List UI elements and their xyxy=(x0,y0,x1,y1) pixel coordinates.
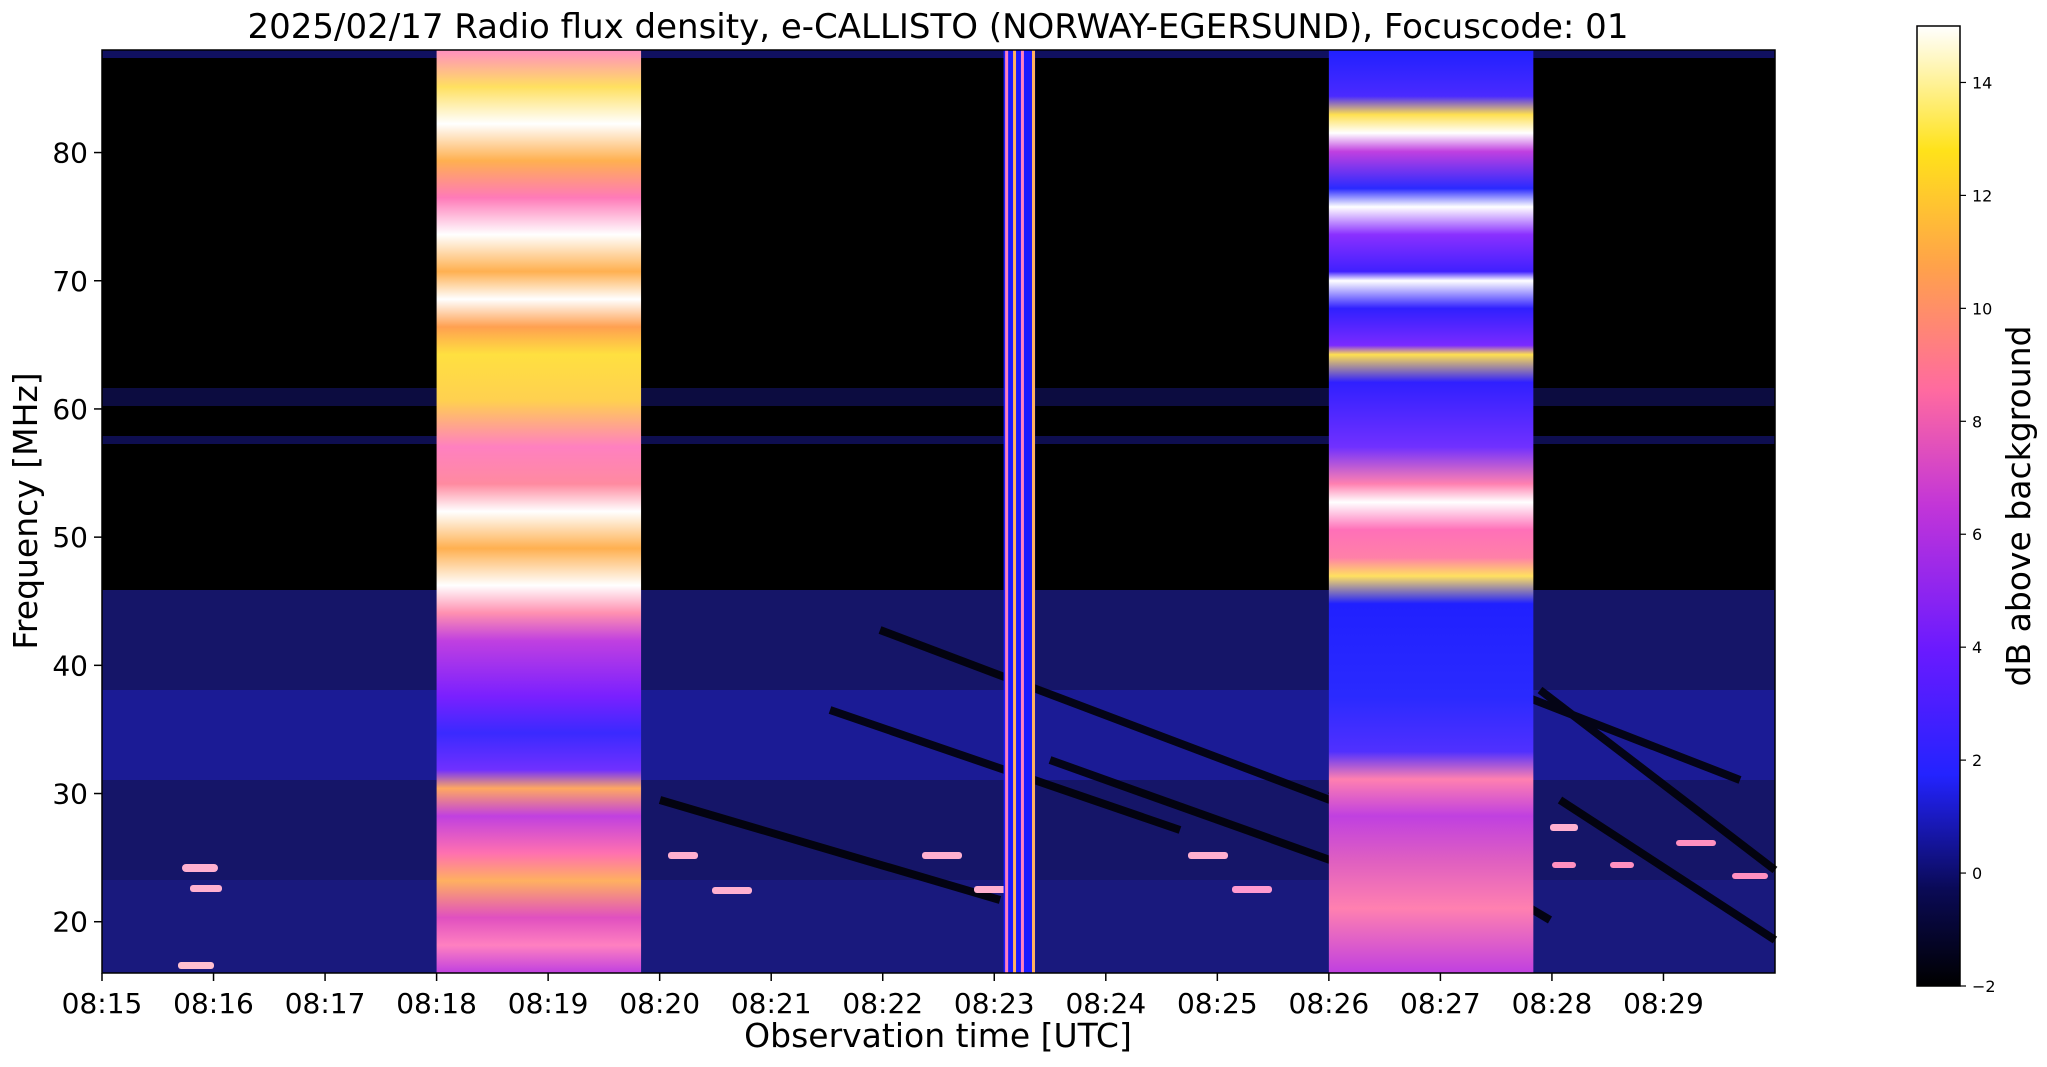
bright-patch xyxy=(1610,862,1634,868)
bright-patch xyxy=(1732,873,1768,879)
spectrogram-plot-area xyxy=(101,49,1778,974)
x-axis-label: Observation time [UTC] xyxy=(744,1016,1132,1055)
plot-frame xyxy=(101,49,1776,974)
bright-patch xyxy=(182,864,218,872)
y-tick-label: 60 xyxy=(52,393,88,426)
x-axis-ticks: 08:15 08:16 08:17 08:18 08:19 08:20 08:21 08:22… xyxy=(62,973,1704,1020)
colorbar-tick-label: 12 xyxy=(1972,186,1992,205)
bright-patch xyxy=(1232,886,1272,893)
y-tick-label: 70 xyxy=(52,265,88,298)
colorbar-tick-label: 2 xyxy=(1972,751,1982,770)
bright-patch xyxy=(712,887,752,894)
x-tick-label: 08:29 xyxy=(1623,987,1704,1020)
x-tick-label: 08:28 xyxy=(1512,987,1593,1020)
bright-patch xyxy=(178,962,214,969)
drift-streak xyxy=(1537,686,1778,874)
x-tick-label: 08:16 xyxy=(173,987,254,1020)
fifty-seven-mhz-faint-band xyxy=(102,436,1775,444)
bright-patch xyxy=(1188,852,1228,859)
x-tick-label: 08:18 xyxy=(396,987,477,1020)
x-tick-label: 08:27 xyxy=(1400,987,1481,1020)
drift-streak xyxy=(878,626,1332,804)
top-edge-band xyxy=(102,50,1775,58)
colorbar: −2 0 2 4 6 8 10 12 14 dB above background xyxy=(1916,25,2038,996)
x-tick-label: 08:20 xyxy=(619,987,700,1020)
chart-title: 2025/02/17 Radio flux density, e-CALLIST… xyxy=(248,7,1629,47)
x-tick-label: 08:19 xyxy=(508,987,589,1020)
colorbar-tick-label: 0 xyxy=(1972,864,1982,883)
bright-patch xyxy=(1676,840,1716,846)
burst-stripe xyxy=(1005,50,1009,973)
x-tick-label: 08:17 xyxy=(285,987,366,1020)
y-axis-label: Frequency [MHz] xyxy=(6,372,45,649)
burst-stripe xyxy=(1032,50,1036,973)
bright-patch xyxy=(668,852,698,859)
colorbar-tick-label: 14 xyxy=(1972,73,1992,92)
bright-patches xyxy=(178,824,1768,969)
drift-streak xyxy=(658,796,1002,904)
x-tick-label: 08:21 xyxy=(731,987,812,1020)
radio-burst-band xyxy=(436,50,642,973)
radio-burst-band xyxy=(1328,50,1534,973)
y-tick-label: 50 xyxy=(52,521,88,554)
burst-stripe xyxy=(1013,50,1017,973)
radio-burst-narrow xyxy=(1003,50,1036,973)
bright-patch xyxy=(190,885,222,892)
x-tick-label: 08:25 xyxy=(1177,987,1258,1020)
x-tick-label: 08:23 xyxy=(954,987,1035,1020)
bright-patch xyxy=(1552,862,1576,868)
drift-streak xyxy=(1557,796,1778,944)
colorbar-gradient xyxy=(1916,25,1961,987)
burst-stripe xyxy=(1020,50,1024,973)
colorbar-ticks: −2 0 2 4 6 8 10 12 14 xyxy=(1960,73,1996,996)
y-axis-ticks: 20 30 40 50 60 70 80 xyxy=(52,137,102,939)
colorbar-tick-label: 10 xyxy=(1972,299,1992,318)
bright-patch xyxy=(922,852,962,859)
x-tick-label: 08:26 xyxy=(1289,987,1370,1020)
colorbar-label: dB above background xyxy=(1999,326,2038,687)
colorbar-tick-label: −2 xyxy=(1972,977,1996,996)
y-tick-label: 20 xyxy=(52,906,88,939)
x-tick-label: 08:24 xyxy=(1065,987,1146,1020)
radio-burst-narrow-lines xyxy=(1005,50,1036,973)
colorbar-tick-label: 4 xyxy=(1972,638,1982,657)
bright-patch xyxy=(1550,824,1578,831)
y-tick-label: 80 xyxy=(52,137,88,170)
colorbar-tick-label: 6 xyxy=(1972,525,1982,544)
y-tick-label: 30 xyxy=(52,778,88,811)
x-tick-label: 08:15 xyxy=(62,987,143,1020)
y-tick-label: 40 xyxy=(52,649,88,682)
colorbar-tick-label: 8 xyxy=(1972,412,1982,431)
drift-streak xyxy=(1048,756,1332,864)
x-tick-label: 08:22 xyxy=(842,987,923,1020)
